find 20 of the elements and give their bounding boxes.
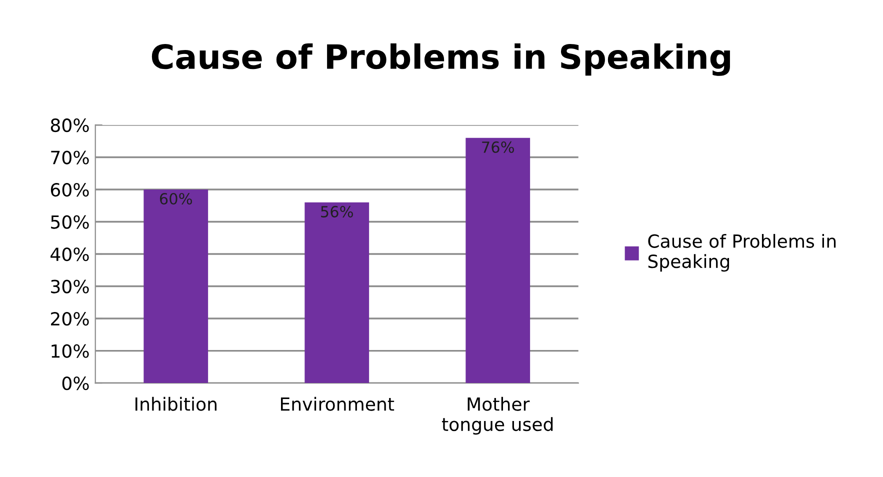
- y-tick-label: 50%: [51, 215, 89, 229]
- y-tick-label: 70%: [51, 150, 89, 164]
- x-tick-label: Mother tongue used: [442, 396, 553, 435]
- y-tick-label: 80%: [50, 118, 89, 132]
- chart-title: Cause of Problems in Speaking: [152, 43, 730, 76]
- x-tick-label: Environment: [280, 396, 394, 411]
- data-label: 56%: [321, 206, 353, 218]
- y-tick-label: 60%: [50, 182, 89, 197]
- bar: [466, 138, 530, 384]
- y-tick-label: 10%: [52, 344, 89, 358]
- y-tick-label: 0%: [62, 376, 89, 390]
- y-tick-label: 40%: [50, 247, 89, 262]
- legend-label: Cause of Problems in Speaking: [648, 234, 836, 272]
- bar: [144, 189, 208, 384]
- data-label: 60%: [160, 192, 192, 205]
- x-tick-label: Inhibition: [135, 396, 216, 411]
- data-label: 76%: [482, 141, 514, 153]
- bar: [304, 202, 370, 384]
- y-tick-label: 20%: [51, 312, 89, 326]
- y-tick-label: 30%: [51, 280, 89, 294]
